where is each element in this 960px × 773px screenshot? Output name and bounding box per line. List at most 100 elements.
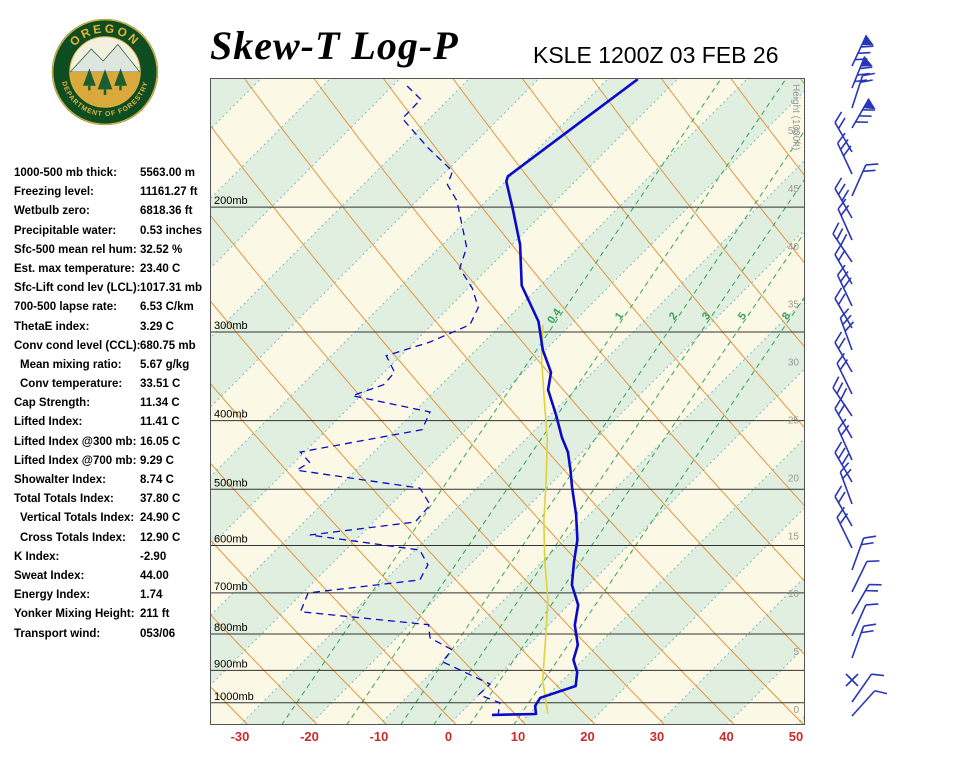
wind-barb	[834, 441, 853, 483]
wind-barb	[836, 132, 853, 175]
index-label: Conv temperature:	[20, 378, 123, 391]
index-row: Lifted Index @700 mb: 9.29 C	[14, 455, 214, 474]
wind-barb	[851, 98, 876, 129]
index-row: Est. max temperature: 23.40 C	[14, 263, 214, 282]
index-label: Energy Index:	[14, 589, 91, 602]
index-value: 12.90 C	[140, 531, 181, 544]
height-tick-label: 45	[788, 184, 800, 195]
wind-barb	[851, 560, 880, 593]
height-tick-label: 5	[793, 647, 799, 658]
pressure-label: 500mb	[214, 477, 248, 489]
logo-forest-scene	[70, 37, 140, 107]
index-value: -2.90	[140, 550, 167, 563]
index-value: 053/06	[140, 627, 176, 640]
index-value: 11.34 C	[140, 397, 180, 410]
wind-barb-plot	[832, 34, 888, 717]
station-datetime: KSLE 1200Z 03 FEB 26	[533, 42, 779, 68]
wind-barb	[834, 243, 853, 285]
index-label: Yonker Mixing Height:	[14, 608, 135, 621]
index-label: Cross Totals Index:	[20, 531, 126, 544]
calm-marker	[845, 673, 859, 687]
index-value: 11161.27 ft	[140, 186, 198, 199]
index-row: Conv cond level (CCL): 680.75 mb	[14, 340, 214, 359]
wind-barb	[834, 287, 853, 329]
wind-barb	[839, 308, 855, 351]
index-row: Vertical Totals Index: 24.90 C	[14, 512, 214, 531]
mixing-ratio-label: 3	[700, 310, 713, 322]
temp-axis-tick: -30	[230, 729, 250, 744]
index-row: Sfc-500 mean rel hum: 32.52 %	[14, 244, 214, 263]
index-label: Showalter Index:	[14, 474, 107, 486]
wind-barb	[834, 397, 853, 439]
index-label: Sweat Index:	[14, 569, 85, 582]
pressure-label: 800mb	[214, 622, 248, 634]
logo-trees	[83, 68, 127, 95]
index-value: 3.29 C	[140, 320, 174, 333]
wind-barb-column	[800, 0, 960, 768]
mixing-ratio-label: 5	[736, 310, 749, 322]
height-tick-label: 50	[788, 126, 800, 137]
index-value: 23.40 C	[140, 262, 181, 275]
index-label: Mean mixing ratio:	[20, 358, 122, 371]
index-value: 1017.31 mb	[140, 282, 203, 295]
temp-axis-tick: 30	[649, 729, 665, 744]
index-value: 0.53 inches	[140, 224, 203, 237]
wind-barb	[839, 462, 853, 505]
temp-axis-tick: 40	[719, 729, 734, 744]
height-tick-label: 15	[788, 531, 800, 542]
index-label: Sfc-500 mean rel hum:	[14, 243, 137, 256]
indices-panel: 1000-500 mb thick: 5563.00 m Freezing leve…	[14, 167, 214, 647]
index-label: Conv cond level (CCL):	[14, 339, 141, 352]
wind-barb	[836, 506, 853, 549]
index-value: 211 ft	[140, 608, 170, 621]
index-row: K Index: -2.90	[14, 551, 214, 570]
wind-barb	[851, 56, 873, 89]
odf-logo: OREGON DEPARTMENT OF FORESTRY	[50, 7, 160, 137]
temp-axis-tick: -10	[369, 729, 389, 744]
height-tick-label: 10	[788, 589, 800, 600]
dry-adiabats	[210, 78, 805, 725]
height-tick-label: 30	[788, 358, 800, 369]
index-label: 700-500 lapse rate:	[14, 301, 117, 314]
index-row: Mean mixing ratio: 5.67 g/kg	[14, 359, 214, 378]
index-label: Cap Strength:	[14, 397, 91, 410]
index-row: ThetaE index: 3.29 C	[14, 321, 214, 340]
wind-barb	[836, 352, 853, 395]
pressure-label: 1000mb	[214, 691, 254, 703]
odf-logo-seal: OREGON DEPARTMENT OF FORESTRY	[51, 18, 159, 126]
index-label: 1000-500 mb thick:	[14, 167, 117, 179]
pressure-label: 700mb	[214, 581, 248, 593]
pressure-label: 200mb	[214, 195, 248, 207]
wind-barb	[834, 331, 853, 373]
height-tick-label: 40	[788, 242, 800, 253]
index-row: Lifted Index @300 mb: 16.05 C	[14, 436, 214, 455]
index-row: Conv temperature: 33.51 C	[14, 378, 214, 397]
index-row: Sweat Index: 44.00	[14, 570, 214, 589]
index-label: K Index:	[14, 550, 60, 563]
height-tick-label: 0	[793, 705, 799, 716]
index-value: 37.80 C	[140, 493, 181, 506]
index-value: 32.52 %	[140, 243, 183, 256]
index-value: 6.53 C/km	[140, 301, 194, 314]
wind-barb	[836, 264, 853, 307]
wind-barb	[851, 535, 877, 571]
wind-barb	[832, 222, 853, 263]
wind-barb	[851, 603, 879, 637]
wind-barb	[837, 418, 853, 461]
height-tick-label: 35	[788, 300, 800, 311]
index-label: Lifted Index @300 mb:	[14, 435, 137, 448]
index-row: Cross Totals Index: 12.90 C	[14, 532, 214, 551]
index-label: Lifted Index:	[14, 416, 83, 429]
index-value: 24.90 C	[140, 512, 181, 525]
index-label: Precipitable water:	[14, 224, 117, 237]
pressure-label: 900mb	[214, 658, 248, 670]
temp-axis-tick: 20	[580, 729, 595, 744]
index-label: Est. max temperature:	[14, 262, 135, 275]
index-label: Sfc-Lift cond lev (LCL):	[14, 282, 141, 295]
index-row: Total Totals Index: 37.80 C	[14, 493, 214, 512]
index-label: Vertical Totals Index:	[20, 512, 135, 525]
height-tick-label: 20	[788, 473, 800, 484]
temp-axis-tick: 0	[444, 729, 453, 744]
index-row: Cap Strength: 11.34 C	[14, 397, 214, 416]
index-value: 6818.36 ft	[140, 205, 193, 218]
